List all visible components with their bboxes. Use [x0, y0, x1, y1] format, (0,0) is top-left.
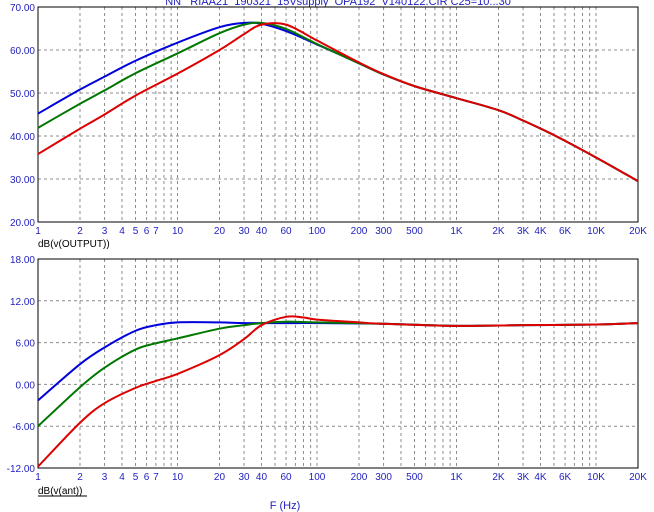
- series-line-3: [37, 315, 639, 468]
- x-tick-label: 2: [77, 226, 83, 237]
- plot-frame: [37, 6, 639, 223]
- y-tick-label: 70.00: [10, 3, 35, 14]
- x-tick-label: 1: [35, 472, 41, 483]
- x-tick-label: 300: [375, 226, 392, 237]
- x-tick-label: 3: [102, 226, 108, 237]
- series-line-3: [37, 22, 639, 183]
- x-tick-label: 4: [119, 472, 125, 483]
- x-tick-label: 6: [144, 472, 150, 483]
- series-line-1: [37, 321, 639, 402]
- x-tick-label: 30: [238, 472, 250, 483]
- x-tick-label: 20: [214, 226, 226, 237]
- x-tick-label: 3K: [517, 226, 530, 237]
- x-tick-label: 1K: [450, 472, 463, 483]
- series-line-2: [37, 320, 639, 427]
- top-panel-magnitude-output: 20.00 30.00 40.00 50.00 60.00 70.00 1 2 3 4 5 6 7 10 2…: [10, 3, 647, 250]
- x-tick-label: 100: [309, 472, 326, 483]
- y-tick-label: -6.00: [12, 422, 35, 433]
- x-tick-label: 30: [238, 226, 250, 237]
- x-tick-label: 5: [133, 226, 139, 237]
- y-tick-label: 50.00: [10, 89, 35, 100]
- x-tick-label: 10K: [587, 226, 605, 237]
- bottom-panel-magnitude-ant: -12.00 -6.00 0.00 6.00 12.00 18.00 1 2 3 4 5 6 7 10 20…: [7, 255, 648, 497]
- x-tick-label: 10: [172, 226, 184, 237]
- x-tick-label: 20K: [629, 226, 647, 237]
- x-tick-label: 2: [77, 472, 83, 483]
- x-tick-label: 3: [102, 472, 108, 483]
- series-line-1: [37, 21, 639, 183]
- x-tick-label: 2K: [492, 226, 505, 237]
- y-tick-label: 40.00: [10, 132, 35, 143]
- y-tick-label: 12.00: [10, 297, 35, 308]
- x-tick-label: 6K: [559, 472, 572, 483]
- x-tick-label: 300: [375, 472, 392, 483]
- y-tick-label: 20.00: [10, 218, 35, 229]
- x-tick-label: 60: [280, 226, 292, 237]
- x-tick-label: 3K: [517, 472, 530, 483]
- x-tick-label: 100: [309, 226, 326, 237]
- x-tick-label: 7: [153, 226, 159, 237]
- y-tick-label: 0.00: [16, 380, 36, 391]
- x-tick-label: 6K: [559, 226, 572, 237]
- x-tick-label: 40: [256, 472, 268, 483]
- series-line-2: [37, 21, 639, 183]
- x-tick-label: 10: [172, 472, 184, 483]
- y-tick-label: 60.00: [10, 46, 35, 57]
- x-tick-label: 200: [351, 472, 368, 483]
- plot-frame: [37, 258, 639, 469]
- x-tick-label: 2K: [492, 472, 505, 483]
- x-tick-label: 7: [153, 472, 159, 483]
- y-tick-label: 6.00: [16, 339, 36, 350]
- x-tick-label: 4K: [534, 472, 547, 483]
- x-tick-label: 6: [144, 226, 150, 237]
- x-tick-label: 40: [256, 226, 268, 237]
- y-tick-label: 30.00: [10, 175, 35, 186]
- x-tick-label: 1K: [450, 226, 463, 237]
- x-tick-label: 500: [406, 226, 423, 237]
- x-tick-label: 20K: [629, 472, 647, 483]
- chart-title: NN_ RIAA21_190321_15Vsupply_OPA192_V1401…: [165, 0, 511, 8]
- x-tick-label: 5: [133, 472, 139, 483]
- y-tick-label: -12.00: [7, 464, 36, 475]
- x-tick-label: 4: [119, 226, 125, 237]
- x-tick-label: 10K: [587, 472, 605, 483]
- y-axis-label: dB(v(OUTPUT)): [38, 239, 110, 250]
- x-tick-label: 4K: [534, 226, 547, 237]
- x-tick-label: 200: [351, 226, 368, 237]
- y-tick-label: 18.00: [10, 255, 35, 266]
- y-axis-label: dB(v(ant)): [38, 486, 82, 497]
- x-tick-label: 60: [280, 472, 292, 483]
- x-tick-label: 500: [406, 472, 423, 483]
- x-axis-label: F (Hz): [270, 500, 301, 512]
- x-tick-label: 1: [35, 226, 41, 237]
- x-tick-label: 20: [214, 472, 226, 483]
